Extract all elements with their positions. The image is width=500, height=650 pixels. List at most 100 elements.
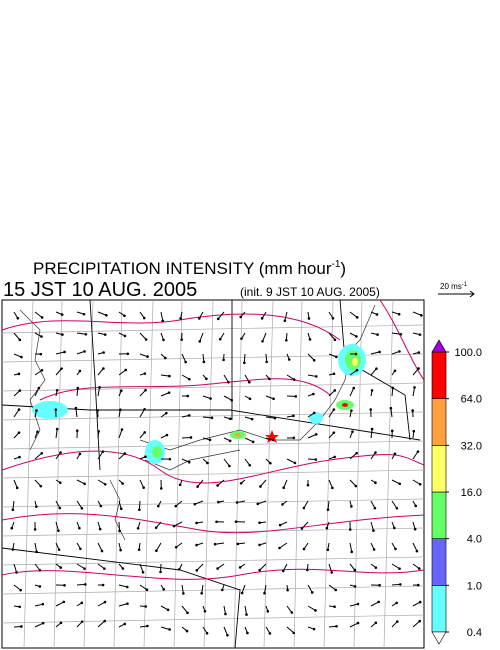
wind-arrow [370, 429, 373, 439]
wind-arrow-head [159, 570, 162, 574]
wind-arrow [34, 311, 43, 318]
wind-arrow [223, 458, 230, 467]
wind-arrow-head [164, 356, 167, 360]
colorbar-tick-label: 0.4 [467, 627, 482, 639]
wind-arrow-head [216, 317, 220, 321]
wind-arrow-head [162, 588, 166, 591]
wind-arrow [241, 584, 246, 594]
wind-arrow [257, 500, 267, 505]
wind-arrow-head [205, 377, 208, 381]
wind-arrow-head [55, 427, 59, 431]
wind-arrow-head [61, 333, 64, 336]
wind-arrow-head [418, 600, 422, 604]
wind-arrow [301, 521, 309, 529]
wind-arrow-head [172, 524, 176, 528]
wind-arrow-head [168, 457, 172, 461]
wind-arrow-head [306, 483, 310, 487]
wind-arrow [181, 458, 190, 463]
colorbar-under [431, 631, 447, 645]
wind-arrow-head [101, 583, 105, 587]
wind-arrow-head [162, 338, 165, 342]
wind-arrow [196, 563, 204, 571]
wind-arrow-head [312, 392, 315, 396]
wind-arrow-head [195, 521, 198, 525]
wind-arrow [244, 437, 254, 443]
wind-arrow-head [411, 409, 415, 412]
wind-arrow-head [282, 486, 285, 490]
wind-arrow-head [20, 355, 23, 359]
wind-arrow-head [314, 458, 318, 461]
wind-arrow [34, 387, 40, 397]
grid-line [383, 299, 394, 649]
wind-arrow-head [166, 608, 170, 612]
wind-arrow-head [376, 333, 379, 336]
rain-area [152, 446, 162, 458]
wind-arrow-head [18, 338, 22, 342]
wind-arrow [262, 332, 267, 342]
wind-arrow-head [10, 526, 14, 530]
wind-arrow [328, 353, 337, 358]
colorbar-tick-label: 100.0 [454, 347, 482, 359]
wind-arrow-head [182, 592, 185, 595]
wind-arrow-head [119, 507, 123, 511]
wind-arrow-head [239, 315, 243, 319]
wind-arrow-head [374, 481, 377, 485]
wind-arrow-head [82, 312, 86, 316]
wind-arrow-head [354, 352, 358, 356]
colorbar-segment [431, 351, 447, 399]
wind-arrow-head [54, 408, 58, 411]
wind-arrow [160, 626, 170, 630]
wind-arrow-head [395, 601, 398, 605]
wind-arrow-head [179, 317, 182, 320]
wind-arrow [260, 479, 267, 487]
wind-arrow-head [333, 338, 337, 342]
wind-arrow-head [398, 350, 401, 353]
wind-arrow [118, 521, 121, 531]
wind-arrow [370, 368, 377, 376]
wind-arrow-head [198, 340, 202, 343]
wind-arrow-head [238, 566, 242, 569]
isobar [1, 513, 425, 534]
wind-arrow [223, 605, 226, 615]
wind-arrow-head [395, 506, 399, 510]
wind-arrow [412, 542, 418, 552]
wind-arrow-head [416, 450, 420, 453]
rain-area [32, 401, 68, 419]
wind-arrow-head [375, 313, 379, 316]
wind-arrow-head [230, 398, 234, 402]
wind-arrow [34, 622, 44, 628]
wind-arrow [307, 458, 316, 461]
wind-arrow [139, 332, 147, 340]
wind-arrow-head [418, 333, 422, 336]
wind-arrow [286, 458, 296, 464]
wind-arrow [13, 353, 22, 358]
wind-arrow [181, 436, 191, 439]
wind-arrow-head [268, 632, 272, 635]
wind-arrow-head [355, 335, 358, 338]
wind-arrow [217, 311, 225, 320]
wind-arrow-head [228, 417, 232, 421]
wind-arrow-head [218, 337, 222, 341]
wind-arrow-head [248, 463, 252, 467]
wind-arrow-head [186, 394, 190, 398]
wind-arrow [55, 368, 62, 376]
wind-arrow-head [240, 337, 243, 340]
grid-line [1, 614, 425, 624]
wind-arrow-head [306, 568, 309, 572]
grid-line [53, 299, 63, 649]
wind-arrow-head [292, 436, 296, 440]
wind-arrow [181, 584, 184, 594]
wind-arrow-head [119, 408, 122, 412]
wind-arrow [391, 479, 400, 485]
wind-arrow-head [195, 543, 198, 547]
wind-arrow [223, 374, 229, 383]
wind-arrow [349, 311, 358, 318]
isobar [1, 313, 341, 341]
title: PRECIPITATION INTENSITY (mm hour-1) [33, 259, 346, 278]
wind-arrow [34, 452, 43, 460]
wind-arrow-head [198, 317, 201, 320]
wind-arrow [75, 408, 78, 418]
wind-arrow-head [84, 583, 87, 586]
location-star [265, 430, 279, 443]
wind-arrow-head [307, 317, 311, 320]
